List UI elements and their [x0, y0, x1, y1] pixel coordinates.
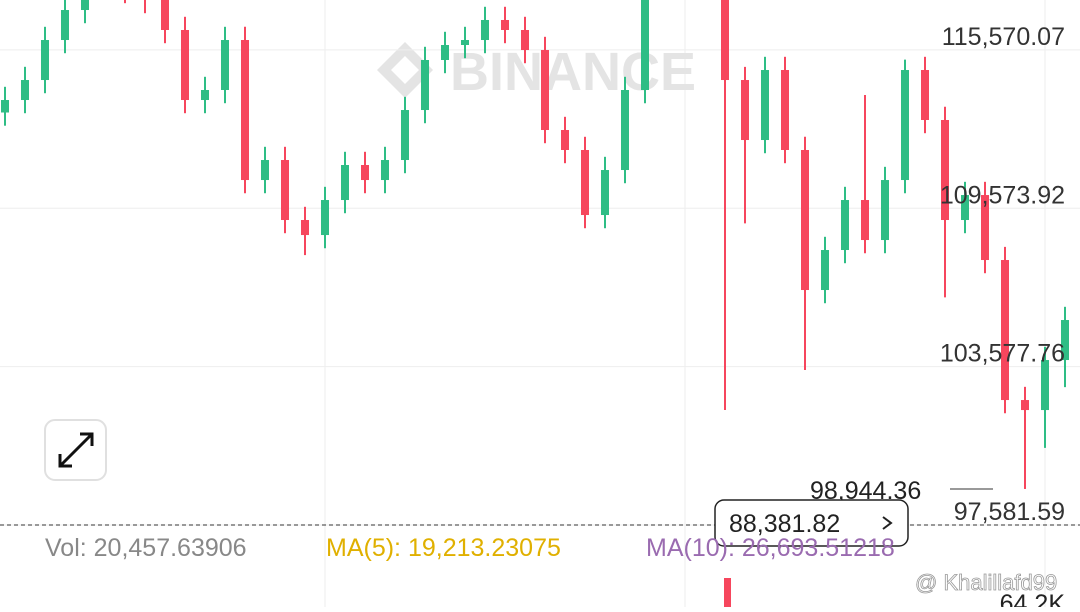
- watermark: BINANCE: [377, 42, 696, 102]
- candle-body: [321, 200, 329, 236]
- y-axis: 97,581.59 103,577.76 109,573.92 115,570.07: [940, 23, 1065, 526]
- candle-body: [381, 160, 389, 181]
- candle-body: [1021, 400, 1029, 411]
- candle-body: [421, 60, 429, 111]
- candle-body: [601, 170, 609, 216]
- ma10-label: MA(10): 26,693.51218: [646, 534, 895, 562]
- credit: @ Khalillafd99: [915, 570, 1057, 595]
- candle-body: [501, 19, 509, 30]
- candle-body: [561, 130, 569, 150]
- y-tick-label: 97,581.59: [954, 498, 1065, 526]
- candle-body: [1, 100, 9, 113]
- candle-body: [821, 250, 829, 291]
- current-price: 88,381.82: [729, 510, 840, 538]
- candle-body: [261, 160, 269, 181]
- candle-body: [801, 150, 809, 291]
- candle-body: [281, 160, 289, 221]
- candle-body: [521, 30, 529, 51]
- candle-body: [761, 70, 769, 141]
- candle-body: [721, 0, 729, 81]
- candle-body: [1041, 360, 1049, 411]
- candle-body: [641, 0, 649, 90]
- candle-body: [861, 200, 869, 241]
- candle-body: [21, 80, 29, 101]
- candle-body: [301, 220, 309, 236]
- candle-body: [61, 10, 69, 41]
- candle-body: [161, 0, 169, 30]
- candle-body: [41, 40, 49, 81]
- candle-body: [361, 165, 369, 181]
- grid: [0, 49, 1080, 526]
- ma5-label: MA(5): 19,213.23075: [326, 534, 561, 562]
- candle-body: [1001, 260, 1009, 401]
- candle-body: [81, 0, 89, 11]
- candle-body: [941, 120, 949, 221]
- y-tick-label: 103,577.76: [940, 340, 1065, 368]
- current-price-tag[interactable]: 88,381.82: [714, 499, 909, 547]
- expand-button[interactable]: [44, 419, 107, 481]
- candle-body: [341, 165, 349, 201]
- y-tick-label: 115,570.07: [942, 23, 1065, 51]
- candle-body: [241, 40, 249, 181]
- candle-body: [981, 195, 989, 261]
- candle-body: [741, 80, 749, 141]
- candle-body: [841, 200, 849, 251]
- volume-bar: [724, 578, 731, 607]
- candle-body: [881, 180, 889, 241]
- candle-body: [461, 40, 469, 45]
- candle-body: [581, 150, 589, 216]
- candle-body: [961, 195, 969, 221]
- candle-body: [621, 90, 629, 171]
- volume-label: Vol: 20,457.63906: [45, 534, 247, 562]
- candle-body: [921, 70, 929, 120]
- watermark-text: BINANCE: [450, 42, 696, 102]
- candle-body: [1061, 320, 1069, 361]
- candle-body: [541, 50, 549, 131]
- candle-body: [181, 30, 189, 101]
- candles: [1, 0, 1069, 489]
- y-tick-label: 109,573.92: [940, 181, 1065, 209]
- candle-body: [221, 40, 229, 90]
- candle-body: [901, 70, 909, 181]
- candle-body: [481, 19, 489, 41]
- candle-body: [441, 45, 449, 60]
- candle-body: [201, 90, 209, 101]
- candle-body: [781, 70, 789, 150]
- candle-body: [401, 110, 409, 161]
